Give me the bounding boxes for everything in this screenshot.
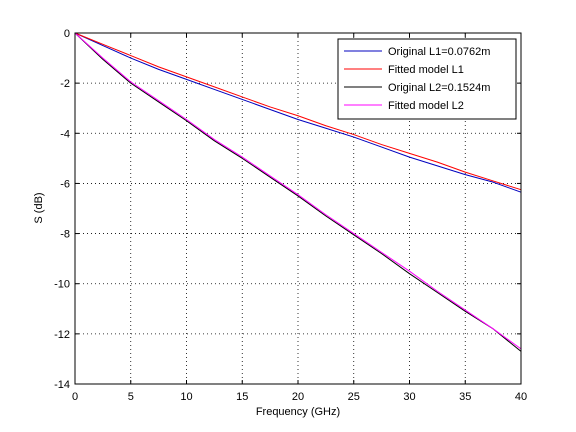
y-axis-label: S (dB)	[33, 192, 45, 223]
y-tick-label: -8	[60, 229, 70, 241]
x-tick-label: 5	[128, 391, 134, 403]
y-tick-label: 0	[64, 28, 70, 40]
x-tick-label: 30	[403, 391, 415, 403]
y-tick-label: -14	[54, 379, 70, 391]
x-axis-label: Frequency (GHz)	[256, 406, 340, 418]
y-tick-label: -10	[54, 279, 70, 291]
series-line-4	[74, 32, 522, 350]
legend: Original L1=0.0762m Fitted model L1 Origin…	[337, 38, 517, 120]
legend-label-4: Fitted model L2	[388, 100, 464, 112]
legend-label-3: Original L2=0.1524m	[388, 82, 490, 94]
x-tick-label: 40	[515, 391, 527, 403]
grid	[75, 33, 521, 384]
series-lines	[74, 32, 522, 352]
series-line-3	[74, 32, 522, 352]
y-tick-label: -12	[54, 329, 70, 341]
y-tick-label: -2	[60, 78, 70, 90]
ticks: 0 5 10 15 20 25 30 35 40 0 -2 -4 -6 -8 -10 -12 -14	[54, 28, 527, 403]
legend-label-2: Fitted model L1	[388, 64, 464, 76]
x-tick-label: 10	[180, 391, 192, 403]
series-line-2	[74, 32, 522, 191]
y-tick-label: -6	[60, 178, 70, 190]
x-tick-label: 25	[348, 391, 360, 403]
legend-label-1: Original L1=0.0762m	[388, 46, 490, 58]
series-line-1	[74, 32, 522, 193]
x-tick-label: 35	[459, 391, 471, 403]
x-tick-label: 0	[72, 391, 78, 403]
legend-box	[337, 38, 517, 120]
x-tick-label: 15	[236, 391, 248, 403]
y-tick-label: -4	[60, 128, 70, 140]
x-tick-label: 20	[292, 391, 304, 403]
